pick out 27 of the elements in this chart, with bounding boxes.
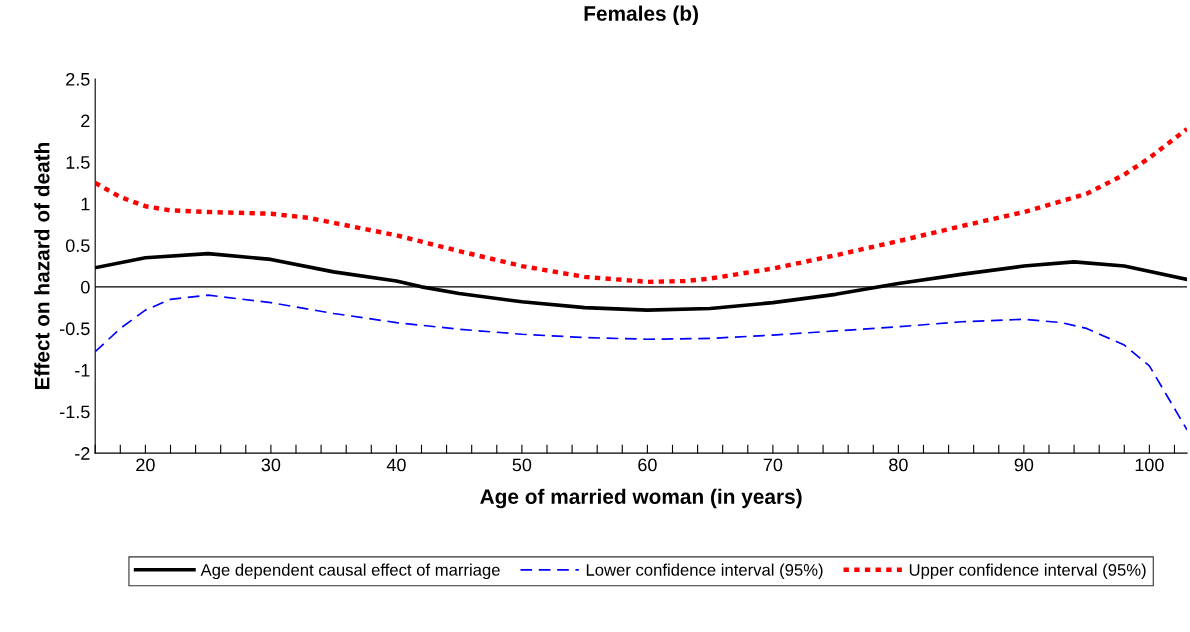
x-tick-label: 80 bbox=[889, 458, 908, 472]
legend-label: Age dependent causal effect of marriage bbox=[200, 563, 500, 580]
y-tick-label: -2 bbox=[75, 447, 90, 460]
x-tick-label: 90 bbox=[1014, 458, 1034, 472]
y-axis-title: Effect on hazard of death bbox=[34, 142, 50, 390]
legend-label: Upper confidence interval (95%) bbox=[909, 563, 1146, 580]
legend-label: Lower confidence interval (95%) bbox=[586, 563, 823, 580]
y-tick-label: 0 bbox=[81, 280, 90, 294]
line-series bbox=[95, 126, 1188, 285]
x-tick-label: 70 bbox=[763, 458, 783, 472]
x-tick-label: 20 bbox=[136, 458, 155, 472]
chart-title: Females (b) bbox=[584, 5, 698, 25]
line-series bbox=[95, 294, 1188, 431]
x-tick-label: 100 bbox=[1135, 458, 1164, 472]
x-tick-label: 60 bbox=[638, 458, 657, 472]
x-tick-label: 30 bbox=[261, 458, 281, 472]
y-tick-label: 1.5 bbox=[66, 156, 90, 169]
x-axis-title: Age of married woman (in years) bbox=[480, 488, 802, 509]
y-tick-label: 1 bbox=[81, 197, 90, 211]
y-tick-label: 0.5 bbox=[65, 239, 90, 253]
x-tick-label: 40 bbox=[386, 458, 406, 472]
y-tick-label: 2.5 bbox=[66, 72, 90, 86]
y-tick-label: 2 bbox=[81, 114, 90, 128]
y-tick-label: -1.5 bbox=[60, 405, 90, 419]
y-tick-label: -0.5 bbox=[60, 322, 90, 336]
y-tick-label: -1 bbox=[75, 364, 90, 377]
x-tick-label: 50 bbox=[512, 458, 532, 472]
